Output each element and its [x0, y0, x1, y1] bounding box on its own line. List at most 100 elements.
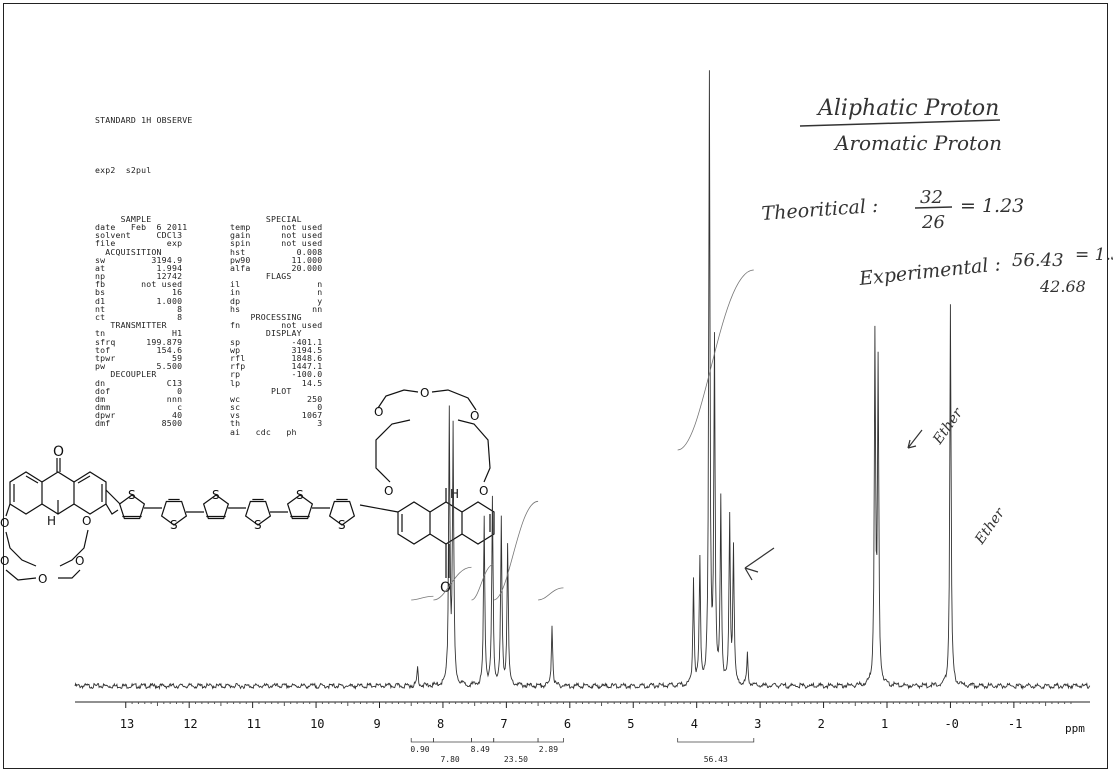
svg-text:O: O	[374, 405, 383, 419]
param-line: d1 1.000	[95, 295, 183, 306]
thiophene-ring: S	[244, 498, 272, 532]
integral-bracket	[471, 738, 495, 743]
param-line: dn C13	[95, 377, 183, 388]
param-line: dmf 8500	[95, 418, 183, 429]
param-line: rfl 1848.6	[230, 352, 323, 363]
params-pulse: exp2 s2pul	[95, 164, 152, 175]
param-line: hs nn	[230, 303, 323, 314]
svg-text:O: O	[440, 580, 451, 596]
param-line: DISPLAY	[230, 328, 302, 339]
theoretical-denominator: 26	[921, 212, 945, 233]
param-line: at 1.994	[95, 262, 183, 273]
x-tick-label: 11	[247, 717, 261, 731]
svg-text:S: S	[170, 518, 178, 532]
x-axis-label: ppm	[1065, 722, 1085, 735]
thiophene-ring: S	[202, 488, 230, 520]
integral-value: 0.90	[410, 745, 429, 754]
x-tick-label: -0	[944, 717, 958, 731]
params-title: STANDARD 1H OBSERVE	[95, 115, 193, 126]
svg-text:O: O	[0, 554, 9, 568]
param-line: dp y	[230, 295, 323, 306]
param-line: ACQUISITION	[95, 246, 162, 257]
param-line: vs 1067	[230, 410, 323, 421]
param-line: spin not used	[230, 238, 323, 249]
param-line: sfrq 199.879	[95, 336, 183, 347]
x-tick-label: 2	[818, 717, 825, 731]
integral-curve	[471, 563, 494, 601]
param-line: solvent CDCl3	[95, 230, 183, 241]
svg-text:S: S	[212, 488, 220, 502]
x-tick-label: 10	[310, 717, 324, 731]
param-line: dm nnn	[95, 393, 183, 404]
svg-text:O: O	[0, 516, 9, 530]
x-tick-label: 8	[437, 717, 444, 731]
svg-text:O: O	[75, 554, 84, 568]
integral-bracket	[493, 738, 539, 743]
param-line: sw 3194.9	[95, 254, 183, 265]
param-line: tn H1	[95, 328, 183, 339]
thiophene-ring: S	[118, 488, 146, 520]
aliphatic-label: Aliphatic Proton	[816, 96, 999, 121]
svg-text:O: O	[479, 484, 488, 498]
param-line: alfa 20.000	[230, 262, 323, 273]
arrow-icon	[907, 429, 923, 449]
arrow-icon	[744, 547, 775, 581]
param-line: il n	[230, 279, 323, 290]
param-line: SPECIAL	[230, 213, 302, 224]
fraction-bar	[799, 119, 1001, 127]
svg-text:S: S	[128, 488, 136, 502]
param-line: np 12742	[95, 271, 183, 282]
params-table: SAMPLE date Feb 6 2011 solvent CDCl3 file e…	[95, 215, 360, 436]
param-line: fb not used	[95, 279, 183, 290]
x-tick-label: 12	[183, 717, 197, 731]
params-right-column: SPECIAL temp not used gain not used spin no…	[230, 215, 360, 436]
param-line: PROCESSING	[230, 312, 302, 323]
integral-bracket	[677, 738, 755, 743]
param-line: pw 5.500	[95, 361, 183, 372]
ether-annotation-1: Ether	[930, 404, 967, 448]
param-line: wc 250	[230, 393, 323, 404]
integral-bracket	[410, 738, 434, 743]
param-line: fn not used	[230, 320, 323, 331]
param-line: bs 16	[95, 287, 183, 298]
param-line: nt 8	[95, 303, 183, 314]
spectrum-plot: 13 12 11 10 9 8 7 6 5 4 3 2 1 -0 -1 ppm 0.907.808.4923…	[74, 70, 1091, 764]
integral-value: 7.80	[440, 755, 459, 764]
theoretical-numerator: 32	[920, 187, 943, 208]
theoretical-label: Theoritical :	[761, 195, 879, 225]
integral-value: 56.43	[704, 755, 728, 764]
integral-bracket	[537, 738, 564, 743]
svg-text:O: O	[420, 386, 429, 400]
param-line: DECOUPLER	[95, 369, 157, 380]
x-tick-label: 4	[691, 717, 698, 731]
svg-text:S: S	[254, 518, 262, 532]
svg-text:O: O	[384, 484, 393, 498]
integral-curve	[538, 587, 564, 601]
svg-text:S: S	[296, 488, 304, 502]
param-line: hst 0.008	[230, 246, 323, 257]
param-line: file exp	[95, 238, 183, 249]
x-tick-label: 9	[374, 717, 381, 731]
x-tick-label: 1	[881, 717, 888, 731]
param-line: rfp 1447.1	[230, 361, 323, 372]
handwritten-notes: Aliphatic Proton Aromatic Proton Theorit…	[744, 96, 1113, 581]
x-tick-label: -1	[1008, 717, 1022, 731]
param-line: PLOT	[230, 385, 292, 396]
param-line: temp not used	[230, 221, 323, 232]
x-tick-label: 6	[564, 717, 571, 731]
integral-curve	[433, 566, 472, 601]
integral-value: 8.49	[471, 745, 490, 754]
thiophene-ring: S	[160, 498, 188, 532]
x-tick-label: 13	[120, 717, 134, 731]
x-axis-ticks: 13 12 11 10 9 8 7 6 5 4 3 2 1 -0 -1	[120, 702, 1072, 731]
integral-curve	[493, 500, 539, 601]
param-line: dpwr 40	[95, 410, 183, 421]
param-line: th 3	[230, 418, 323, 429]
param-line: sc 0	[230, 402, 323, 413]
integral-curve	[677, 269, 754, 451]
integral-values: 0.90 7.80 8.49 23.50 2.89 56.43	[410, 738, 755, 764]
theoretical-result: = 1.23	[960, 195, 1024, 217]
integral-curves	[411, 269, 754, 601]
param-line: pw90 11.000	[230, 254, 323, 265]
